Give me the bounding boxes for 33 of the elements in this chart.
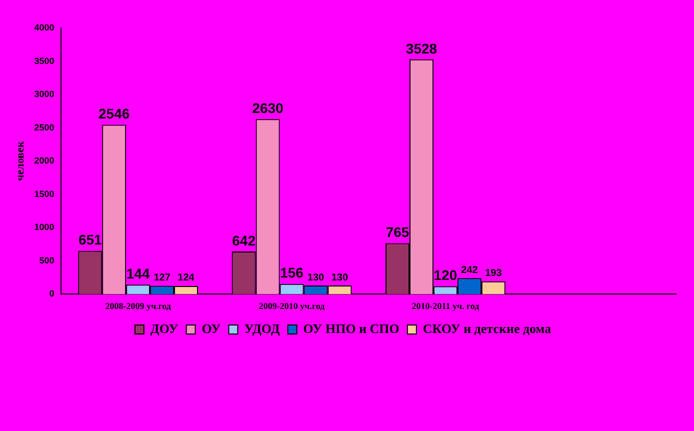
legend-label: ДОУ: [150, 320, 179, 336]
y-tick-label: 1000: [34, 222, 54, 232]
y-tick-label: 2500: [34, 122, 54, 132]
data-label: 130: [331, 272, 348, 284]
data-label: 156: [280, 264, 304, 281]
y-tick-label: 1500: [34, 188, 54, 199]
x-tick-label: 2008-2009 уч.год: [105, 300, 172, 311]
y-tick-label: 3500: [34, 56, 54, 66]
data-label: 127: [154, 272, 171, 284]
y-tick-label: 3000: [34, 89, 54, 100]
x-tick-label: 2009-2010 уч.год: [258, 300, 326, 311]
data-label: 765: [386, 224, 410, 240]
data-label: 2546: [98, 106, 130, 122]
x-tick-label: 2010-2011 уч. год: [412, 300, 480, 311]
y-tick-label: 4000: [34, 22, 54, 32]
data-label: 124: [178, 272, 195, 284]
y-axis-title: человек: [14, 140, 26, 181]
data-label: 193: [485, 268, 502, 280]
data-label: 651: [78, 232, 102, 248]
data-label: 3528: [406, 40, 438, 56]
y-tick-label: 2000: [34, 156, 54, 166]
y-tick-label: 0: [49, 288, 54, 299]
legend-label: УДОД: [244, 320, 280, 336]
data-label: 120: [434, 267, 458, 284]
data-label: 642: [232, 232, 256, 248]
y-tick-label: 500: [39, 255, 54, 266]
data-label: 144: [126, 265, 150, 282]
data-label: 130: [307, 272, 325, 284]
legend-label: ОУ: [202, 320, 222, 336]
legend-label: ОУ НПО и СПО: [303, 320, 400, 336]
data-label: 242: [461, 264, 478, 276]
legend-label: СКОУ и детские дома: [422, 320, 552, 336]
data-label: 2630: [252, 100, 284, 116]
